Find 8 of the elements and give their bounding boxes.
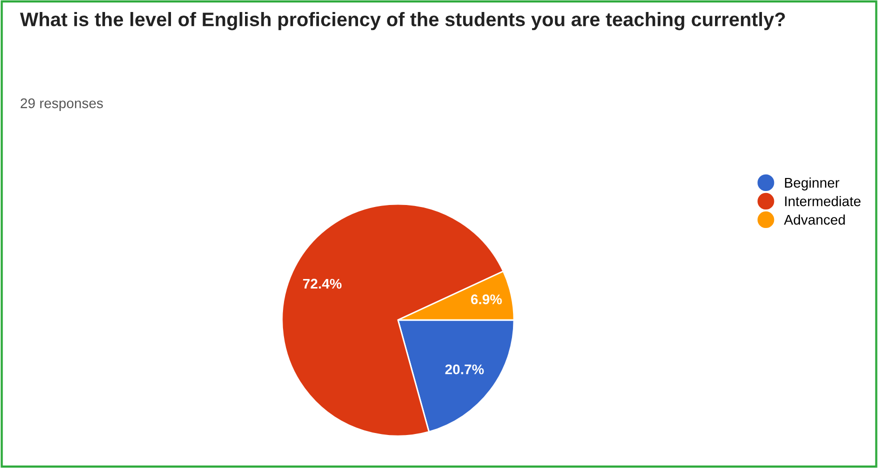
legend-label: Advanced [784, 214, 845, 225]
text: 29 responses [20, 98, 103, 111]
legend-label: Intermediate [785, 196, 860, 206]
legend-label: Beginner [785, 178, 840, 190]
data-label: 6.9% [471, 294, 502, 304]
data-label: 72.4% [303, 278, 342, 289]
chart-title: What is the level of English proficiency of the students you are teaching currently? [20, 12, 785, 30]
data-label: 20.7% [445, 364, 484, 374]
